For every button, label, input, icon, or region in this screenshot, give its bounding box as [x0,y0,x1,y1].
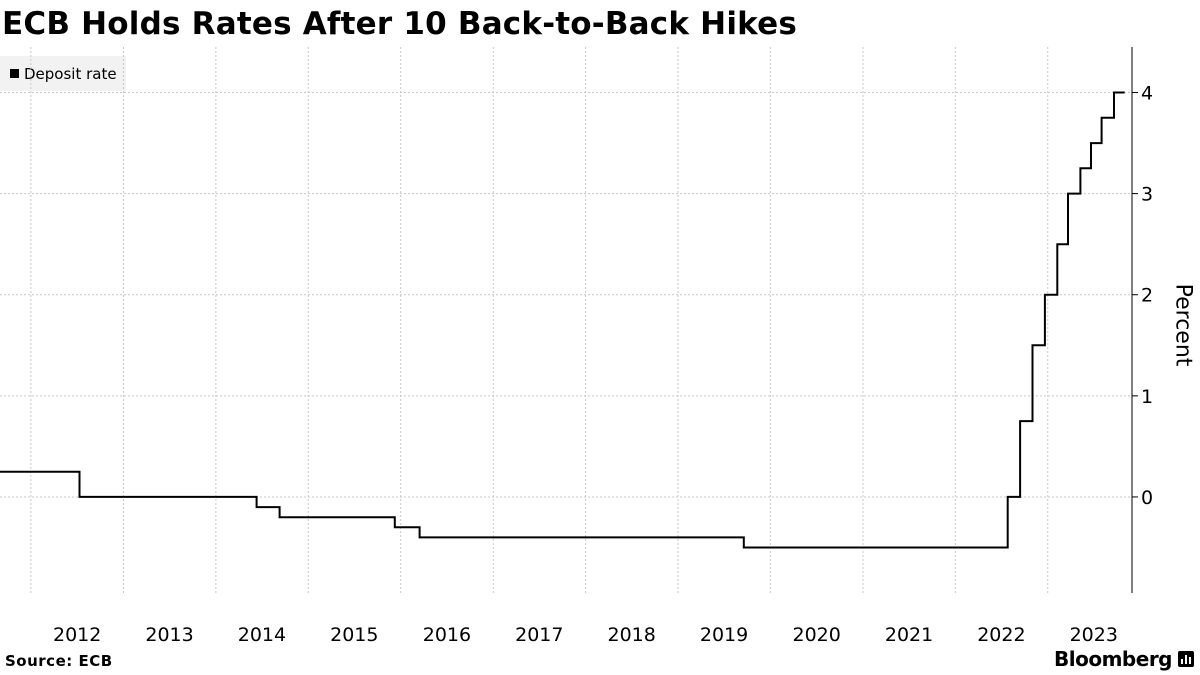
y-axis-ticks: 0 1 2 3 4 [1132,83,1153,509]
y-tick-label: 1 [1141,386,1153,408]
grid [0,47,1132,593]
legend-label-deposit-rate: Deposit rate [24,64,117,83]
x-tick-label: 2019 [700,624,748,646]
y-tick-label: 4 [1141,83,1153,105]
x-tick-label: 2016 [423,624,471,646]
legend-swatch-deposit-rate [10,69,19,78]
x-tick-label: 2018 [607,624,655,646]
y-tick-label: 0 [1141,487,1153,509]
legend: Deposit rate [0,56,126,91]
x-axis-ticks: 2012 2013 2014 2015 2016 2017 2018 2019 2020 2021… [53,624,1118,646]
x-tick-label: 2022 [977,624,1025,646]
series-line-deposit-rate [0,91,1125,549]
x-tick-label: 2020 [792,624,840,646]
x-tick-label: 2013 [145,624,193,646]
brand-logo: Bloomberg [1054,647,1194,671]
x-tick-label: 2017 [515,624,563,646]
y-axis-label: Percent [1170,283,1196,367]
y-tick-label: 3 [1141,184,1153,206]
x-tick-label: 2012 [53,624,101,646]
x-tick-label: 2015 [330,624,378,646]
x-tick-label: 2014 [238,624,286,646]
chart-title: ECB Holds Rates After 10 Back-to-Back Hi… [2,6,798,42]
y-tick-label: 2 [1141,285,1153,307]
x-tick-label: 2021 [885,624,933,646]
brand-name: Bloomberg [1054,647,1172,671]
source-note: Source: ECB [5,652,113,670]
x-tick-label: 2023 [1070,624,1118,646]
bloomberg-terminal-icon [1178,651,1194,667]
